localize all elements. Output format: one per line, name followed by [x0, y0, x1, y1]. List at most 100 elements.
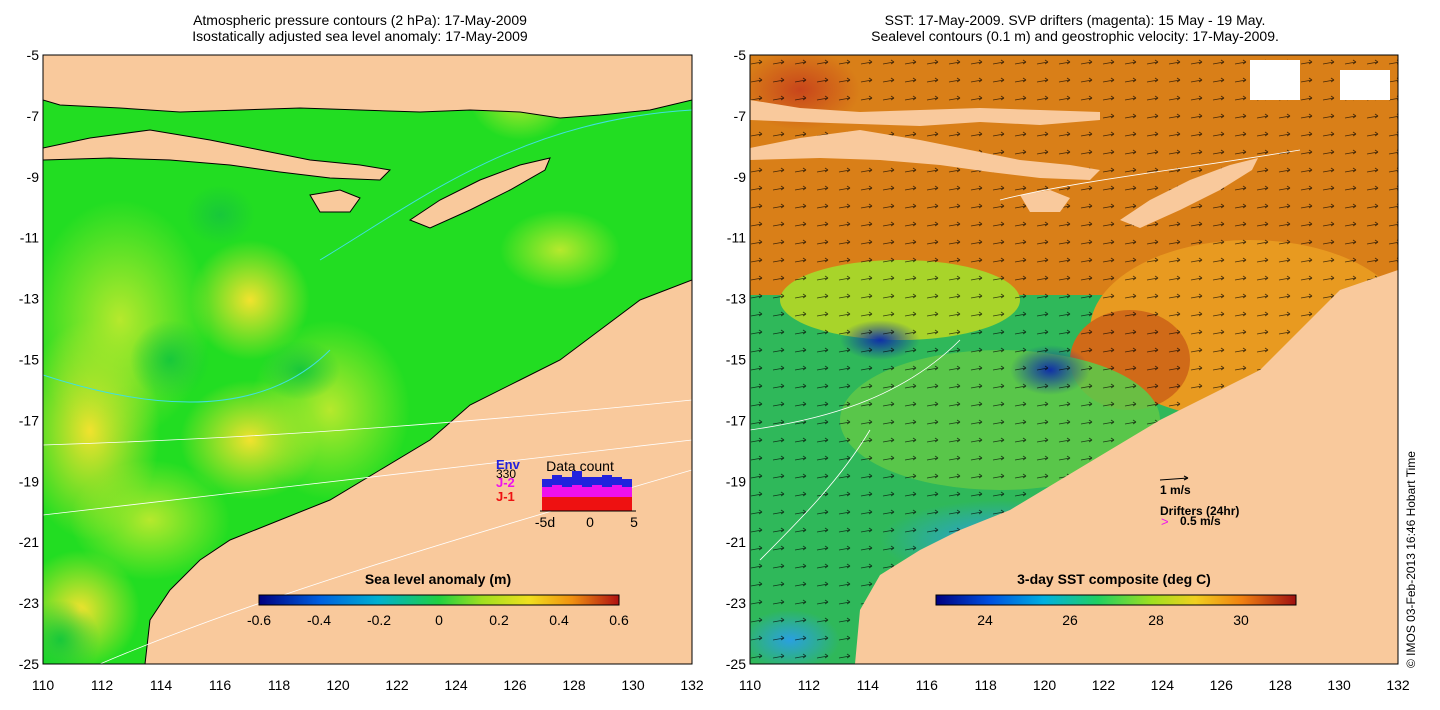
data-count-bar [592, 477, 602, 485]
x-tick-label: 114 [857, 677, 880, 693]
imos-credit: © IMOS 03-Feb-2013 16:46 Hobart Time [1404, 451, 1418, 668]
y-tick-label: -17 [19, 412, 39, 428]
x-tick-label: 116 [916, 677, 939, 693]
data-count-bar [592, 497, 602, 511]
lesser-sunda-islands-sst [750, 130, 1100, 180]
cloud-gap [1340, 70, 1390, 100]
sla-colorbar [258, 594, 620, 606]
y-tick-label: -25 [19, 656, 39, 672]
y-tick-label: -23 [19, 595, 39, 611]
data-count-tick: -5d [535, 514, 555, 530]
y-tick-label: -21 [726, 534, 746, 550]
sla-tick: -0.6 [247, 612, 271, 628]
sst-colorbar-ticks: 24 26 28 30 [977, 612, 1249, 628]
data-count-tick: 0 [586, 514, 594, 530]
sla-tick: -0.2 [367, 612, 391, 628]
data-count-bar [602, 497, 612, 511]
y-tick-label: -15 [726, 352, 746, 368]
drifter-marker-icon: > [1161, 514, 1169, 529]
x-tick-label: 120 [326, 677, 350, 693]
australia-landmass-sst [855, 270, 1398, 664]
timor-island-sst [1120, 158, 1258, 228]
data-count-bar [612, 477, 622, 485]
y-tick-label: -25 [726, 656, 746, 672]
mission-j2-label: J-2 [496, 475, 515, 490]
data-count-bar [572, 497, 582, 511]
x-tick-label: 130 [1327, 677, 1351, 693]
data-count-tick: 5 [630, 514, 638, 530]
sla-tick: 0.4 [549, 612, 569, 628]
data-count-bar [552, 475, 562, 485]
data-count-bar [542, 487, 552, 497]
y-tick-label: -11 [20, 230, 39, 246]
data-count-bar [602, 487, 612, 497]
left-x-axis: 110 112 114 116 118 120 122 124 126 128 130 132 [32, 677, 704, 693]
data-count-inset: Data count Env 330 J-2 J-1 -5d 0 5 [496, 457, 638, 530]
y-tick-label: -17 [726, 412, 746, 428]
x-tick-label: 128 [562, 677, 586, 693]
x-tick-label: 118 [268, 677, 291, 693]
data-count-bar [612, 485, 622, 497]
drifters-legend: Drifters (24hr) > 0.5 m/s [1160, 504, 1239, 529]
sla-map [43, 55, 692, 664]
y-tick-label: -5 [27, 47, 40, 63]
sla-tick: -0.4 [307, 612, 331, 628]
data-count-bar [562, 477, 572, 487]
lesser-sunda-islands [43, 129, 392, 181]
x-tick-label: 130 [621, 677, 645, 693]
x-tick-label: 116 [209, 677, 232, 693]
sumba-island [309, 189, 361, 213]
sst-tick: 28 [1148, 612, 1164, 628]
sst-colorbar-label: 3-day SST composite (deg C) [1017, 571, 1211, 587]
x-tick-label: 122 [385, 677, 409, 693]
sst-map [750, 55, 1398, 664]
data-count-bar [562, 487, 572, 497]
x-tick-label: 132 [1386, 677, 1410, 693]
right-map-title: SST: 17-May-2009. SVP drifters (magenta)… [750, 12, 1400, 44]
sumba-island-sst [1020, 190, 1070, 212]
drifters-legend-label: Drifters (24hr) [1160, 504, 1239, 518]
right-title-line1: SST: 17-May-2009. SVP drifters (magenta)… [884, 12, 1266, 28]
sst-map-frame [749, 54, 1399, 665]
x-tick-label: 110 [32, 677, 55, 693]
x-tick-label: 128 [1269, 677, 1293, 693]
left-y-axis: -5 -7 -9 -11 -13 -15 -17 -19 -21 -23 -25 [19, 47, 39, 672]
left-map-title: Atmospheric pressure contours (2 hPa): 1… [60, 12, 660, 44]
sla-colorbar-ticks: -0.6 -0.4 -0.2 0 0.2 0.4 0.6 [247, 612, 629, 628]
x-tick-label: 124 [444, 677, 468, 693]
timor-island [408, 157, 551, 229]
data-count-bar [622, 497, 632, 511]
x-tick-label: 126 [503, 677, 527, 693]
y-tick-label: -19 [726, 473, 746, 489]
y-tick-label: -13 [726, 291, 746, 307]
data-count-bar [582, 487, 592, 497]
left-title-line1: Atmospheric pressure contours (2 hPa): 1… [193, 12, 527, 28]
data-count-bar [562, 497, 572, 511]
y-tick-label: -13 [19, 291, 39, 307]
x-tick-label: 124 [1151, 677, 1175, 693]
sla-tick: 0.2 [489, 612, 509, 628]
data-count-total: 330 [496, 467, 516, 481]
x-tick-label: 112 [798, 677, 821, 693]
sla-colorbar-label: Sea level anomaly (m) [365, 571, 511, 587]
sst-tick: 30 [1233, 612, 1249, 628]
right-title-line2: Sealevel contours (0.1 m) and geostrophi… [871, 28, 1279, 44]
right-x-axis: 110 112 114 116 118 120 122 124 126 128 130 132 [739, 677, 1410, 693]
x-tick-label: 126 [1210, 677, 1234, 693]
sla-tick: 0 [435, 612, 443, 628]
data-count-bar [612, 497, 622, 511]
data-count-bar [582, 497, 592, 511]
y-tick-label: -15 [19, 352, 39, 368]
data-count-bar [552, 497, 562, 511]
sst-tick: 26 [1062, 612, 1078, 628]
y-tick-label: -9 [734, 169, 747, 185]
x-tick-label: 122 [1092, 677, 1116, 693]
y-tick-label: -5 [734, 47, 747, 63]
data-count-bar [622, 479, 632, 487]
data-count-bar [572, 471, 582, 485]
x-tick-label: 132 [680, 677, 704, 693]
velocity-legend: 1 m/s [1159, 475, 1191, 497]
java-coast-sst [750, 100, 1100, 126]
data-count-title: Data count [546, 458, 614, 474]
data-count-bar [582, 477, 592, 487]
